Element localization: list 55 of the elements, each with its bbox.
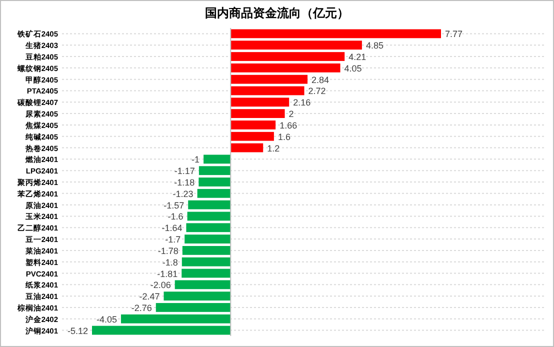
- bar: [182, 257, 231, 266]
- data-label: -2.47: [139, 292, 160, 302]
- bar: [182, 246, 231, 255]
- data-label: -5.12: [67, 326, 88, 336]
- data-label: 7.77: [445, 29, 463, 40]
- bar: [92, 326, 231, 335]
- bar: [230, 132, 274, 141]
- data-label: 1.6: [278, 132, 290, 142]
- bar: [186, 223, 231, 232]
- bar: [198, 178, 231, 186]
- data-label: -4.05: [96, 314, 117, 324]
- bar: [187, 212, 231, 221]
- bar: [230, 86, 304, 96]
- data-label: 1.66: [280, 120, 298, 130]
- bar: [164, 292, 231, 301]
- bar: [230, 52, 345, 61]
- data-label: -2.06: [150, 280, 171, 290]
- bar: [120, 314, 231, 324]
- data-label: 4.21: [348, 52, 366, 62]
- data-label: -1.64: [162, 223, 182, 234]
- bar: [184, 234, 231, 244]
- bar: [156, 303, 231, 312]
- data-label: -1.17: [174, 166, 195, 176]
- bar: [182, 268, 231, 278]
- data-label: -1.6: [168, 212, 184, 222]
- bar: [174, 280, 231, 290]
- data-label: 4.85: [366, 40, 384, 51]
- bar: [188, 200, 231, 210]
- bar: [197, 188, 231, 198]
- data-label: 2.72: [308, 86, 326, 96]
- data-label: -1.78: [158, 246, 178, 256]
- bar: [230, 29, 441, 38]
- bar: [230, 63, 340, 72]
- data-label: -2.76: [131, 302, 152, 313]
- data-label: -1.57: [164, 200, 184, 210]
- data-label: -1.7: [165, 234, 181, 245]
- bar: [204, 154, 231, 164]
- bar: [230, 109, 285, 118]
- data-label: 2: [288, 109, 294, 120]
- data-label: 1.2: [267, 143, 280, 154]
- data-label: -1.8: [162, 257, 178, 268]
- data-label: -1.23: [172, 188, 194, 199]
- bar: [230, 143, 264, 152]
- bar: [230, 120, 276, 130]
- data-label: -1.81: [157, 268, 178, 279]
- data-label: -1.18: [174, 178, 195, 188]
- bar: [230, 40, 362, 50]
- chart-title: 国内商品资金流向（亿元）: [205, 6, 349, 20]
- bar: [230, 98, 290, 107]
- data-label: 4.05: [344, 63, 362, 74]
- bar: [230, 74, 308, 84]
- data-label: -1: [192, 154, 200, 165]
- data-label: 2.84: [312, 74, 330, 85]
- data-label: 2.16: [293, 98, 311, 108]
- bar: [198, 166, 231, 176]
